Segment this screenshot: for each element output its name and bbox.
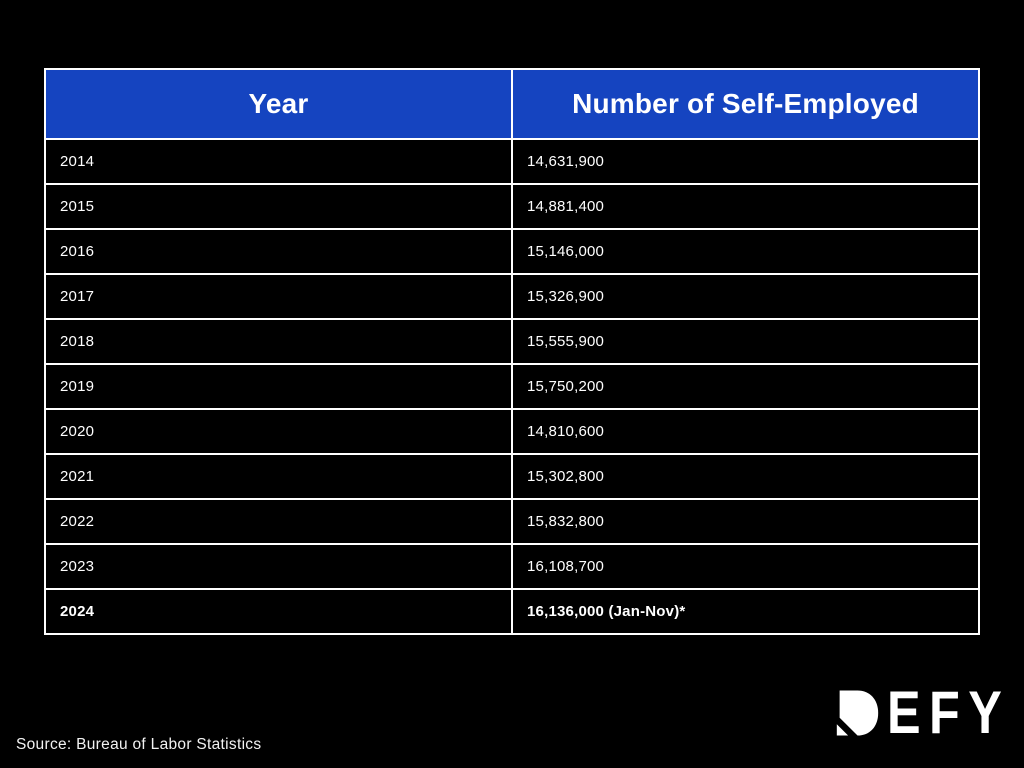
year-cell: 2016 <box>44 228 513 275</box>
defy-logo-text: EFY <box>887 679 1011 746</box>
self-employed-table: Year Number of Self-Employed 2014 14,631… <box>44 68 980 635</box>
value-cell: 14,631,900 <box>511 138 980 185</box>
value-cell: 15,555,900 <box>511 318 980 365</box>
value-cell: 15,750,200 <box>511 363 980 410</box>
year-cell: 2022 <box>44 498 513 545</box>
table-row: 2019 15,750,200 <box>44 363 980 410</box>
table-row: 2016 15,146,000 <box>44 228 980 275</box>
source-note: Source: Bureau of Labor Statistics <box>16 736 262 753</box>
value-cell: 15,146,000 <box>511 228 980 275</box>
year-cell: 2019 <box>44 363 513 410</box>
value-column-header: Number of Self-Employed <box>511 68 980 140</box>
table-row: 2018 15,555,900 <box>44 318 980 365</box>
defy-d-icon <box>836 690 879 736</box>
table-row-current-year: 2024 16,136,000 (Jan-Nov)* <box>44 588 980 635</box>
value-cell: 15,302,800 <box>511 453 980 500</box>
year-cell: 2015 <box>44 183 513 230</box>
table-row: 2020 14,810,600 <box>44 408 980 455</box>
table-row: 2014 14,631,900 <box>44 138 980 185</box>
table-row: 2022 15,832,800 <box>44 498 980 545</box>
value-cell: 14,881,400 <box>511 183 980 230</box>
year-cell: 2024 <box>44 588 513 635</box>
value-cell: 15,326,900 <box>511 273 980 320</box>
year-cell: 2014 <box>44 138 513 185</box>
year-cell: 2017 <box>44 273 513 320</box>
value-cell: 16,136,000 (Jan-Nov)* <box>511 588 980 635</box>
year-column-header: Year <box>44 68 513 140</box>
table-header-row: Year Number of Self-Employed <box>44 68 980 140</box>
defy-logo: EFY <box>834 679 1024 746</box>
value-cell: 14,810,600 <box>511 408 980 455</box>
value-cell: 16,108,700 <box>511 543 980 590</box>
year-cell: 2018 <box>44 318 513 365</box>
value-cell: 15,832,800 <box>511 498 980 545</box>
table-row: 2021 15,302,800 <box>44 453 980 500</box>
year-cell: 2021 <box>44 453 513 500</box>
year-cell: 2020 <box>44 408 513 455</box>
year-cell: 2023 <box>44 543 513 590</box>
table-row: 2023 16,108,700 <box>44 543 980 590</box>
table-row: 2015 14,881,400 <box>44 183 980 230</box>
table-row: 2017 15,326,900 <box>44 273 980 320</box>
